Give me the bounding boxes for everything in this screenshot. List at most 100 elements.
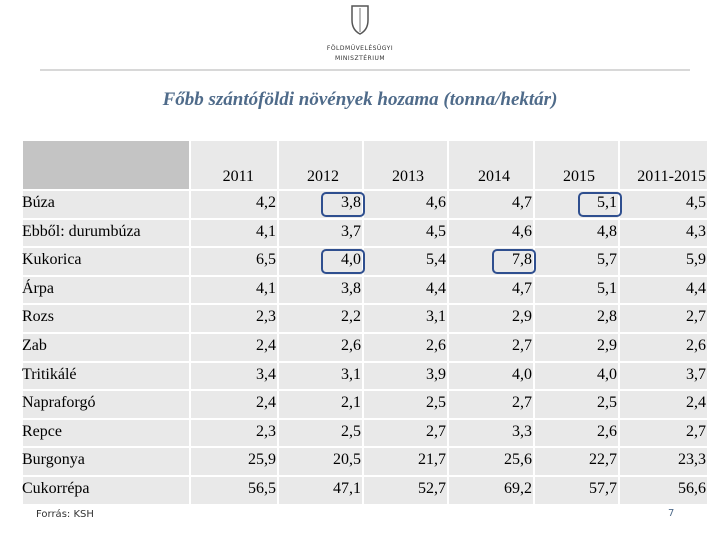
row-label: Burgonya bbox=[22, 451, 85, 469]
value-cell bbox=[534, 476, 619, 505]
column-header: 2015 bbox=[563, 168, 595, 185]
value-cell bbox=[448, 218, 534, 248]
row-label-cell bbox=[22, 275, 190, 305]
cell-value: 4,5 bbox=[426, 222, 446, 240]
cell-value: 5,1 bbox=[597, 194, 617, 211]
value-cell bbox=[619, 476, 708, 505]
column-header: 2013 bbox=[392, 168, 424, 185]
value-cell bbox=[363, 447, 448, 476]
value-cell bbox=[363, 190, 448, 219]
coat-of-arms bbox=[351, 5, 369, 35]
value-cell bbox=[619, 361, 708, 391]
cell-value: 4,4 bbox=[426, 279, 446, 297]
cell-value: 4,7 bbox=[512, 194, 532, 211]
value-cell bbox=[190, 361, 278, 391]
cell-value: 4,4 bbox=[686, 279, 706, 297]
value-cell bbox=[619, 275, 708, 305]
value-cell bbox=[448, 447, 534, 476]
cell-value: 2,9 bbox=[512, 308, 532, 326]
value-cell bbox=[534, 390, 619, 419]
cell-value: 7,8 bbox=[512, 251, 532, 269]
cell-value: 4,7 bbox=[512, 279, 532, 297]
header-cell bbox=[619, 140, 708, 190]
column-header: 2011 bbox=[222, 168, 254, 185]
value-cell bbox=[619, 218, 708, 248]
cell-value: 2,5 bbox=[426, 394, 446, 412]
value-cell bbox=[448, 190, 534, 219]
value-cell bbox=[619, 418, 708, 448]
value-cell bbox=[619, 304, 708, 333]
cell-value: 2,7 bbox=[686, 422, 706, 440]
cell-value: 3,1 bbox=[341, 365, 361, 383]
row-label-cell bbox=[22, 304, 190, 333]
cell-value: 4,2 bbox=[256, 194, 276, 211]
cell-value: 2,5 bbox=[341, 422, 361, 440]
source-note: Forrás: KSH bbox=[36, 509, 94, 520]
row-label-cell bbox=[22, 218, 190, 248]
value-cell bbox=[278, 333, 363, 362]
column-header: 2012 bbox=[307, 168, 339, 185]
value-cell bbox=[278, 218, 363, 248]
cell-value: 3,1 bbox=[426, 308, 446, 326]
cell-value: 3,9 bbox=[426, 365, 446, 383]
cell-value: 56,5 bbox=[248, 480, 276, 497]
value-cell bbox=[278, 390, 363, 419]
cell-value: 2,4 bbox=[686, 394, 706, 412]
row-label-cell bbox=[22, 247, 190, 276]
ministry-line2: MINISZTÉRIUM bbox=[334, 55, 386, 62]
value-cell bbox=[534, 218, 619, 248]
value-cell bbox=[534, 418, 619, 448]
value-cell bbox=[619, 333, 708, 362]
value-cell bbox=[190, 247, 278, 276]
value-cell bbox=[363, 304, 448, 333]
value-cell bbox=[278, 304, 363, 333]
value-cell bbox=[363, 390, 448, 419]
value-cell bbox=[448, 390, 534, 419]
row-label: Cukorrépa bbox=[22, 480, 90, 497]
row-label: Rozs bbox=[22, 308, 54, 326]
row-label: Napraforgó bbox=[22, 394, 96, 412]
value-cell bbox=[278, 361, 363, 391]
row-label-cell bbox=[22, 333, 190, 362]
cell-value: 4,0 bbox=[597, 365, 617, 383]
row-label: Árpa bbox=[22, 279, 54, 297]
cell-value: 4,5 bbox=[686, 194, 706, 211]
value-cell bbox=[363, 333, 448, 362]
cell-value: 4,1 bbox=[256, 279, 276, 297]
value-cell bbox=[278, 418, 363, 448]
cell-value: 5,7 bbox=[597, 251, 617, 269]
value-cell bbox=[363, 418, 448, 448]
value-cell bbox=[619, 447, 708, 476]
cell-value: 25,9 bbox=[248, 451, 276, 469]
row-label-cell bbox=[22, 476, 190, 505]
page-number: 7 bbox=[668, 508, 675, 519]
cell-value: 5,4 bbox=[426, 251, 446, 269]
value-cell bbox=[534, 361, 619, 391]
column-header: 2011-2015 bbox=[637, 168, 706, 185]
row-label-cell bbox=[22, 361, 190, 391]
cell-value: 4,3 bbox=[686, 222, 706, 240]
value-cell bbox=[190, 190, 278, 219]
value-cell bbox=[363, 361, 448, 391]
header-corner bbox=[22, 140, 190, 190]
value-cell bbox=[619, 390, 708, 419]
value-cell bbox=[278, 275, 363, 305]
value-cell bbox=[190, 418, 278, 448]
value-cell bbox=[534, 333, 619, 362]
cell-value: 2,1 bbox=[341, 394, 361, 412]
row-label: Zab bbox=[22, 337, 47, 354]
cell-value: 5,9 bbox=[686, 251, 706, 269]
cell-value: 2,6 bbox=[426, 337, 446, 354]
cell-value: 2,6 bbox=[686, 337, 706, 354]
cell-value: 2,7 bbox=[686, 308, 706, 326]
cell-value: 56,6 bbox=[678, 480, 706, 497]
value-cell bbox=[363, 218, 448, 248]
value-cell bbox=[448, 418, 534, 448]
row-label: Kukorica bbox=[22, 251, 82, 269]
row-label-cell bbox=[22, 390, 190, 419]
ministry-line1: FÖLDMŰVELÉSÜGYI bbox=[326, 45, 394, 52]
cell-value: 2,5 bbox=[597, 394, 617, 412]
value-cell bbox=[190, 304, 278, 333]
